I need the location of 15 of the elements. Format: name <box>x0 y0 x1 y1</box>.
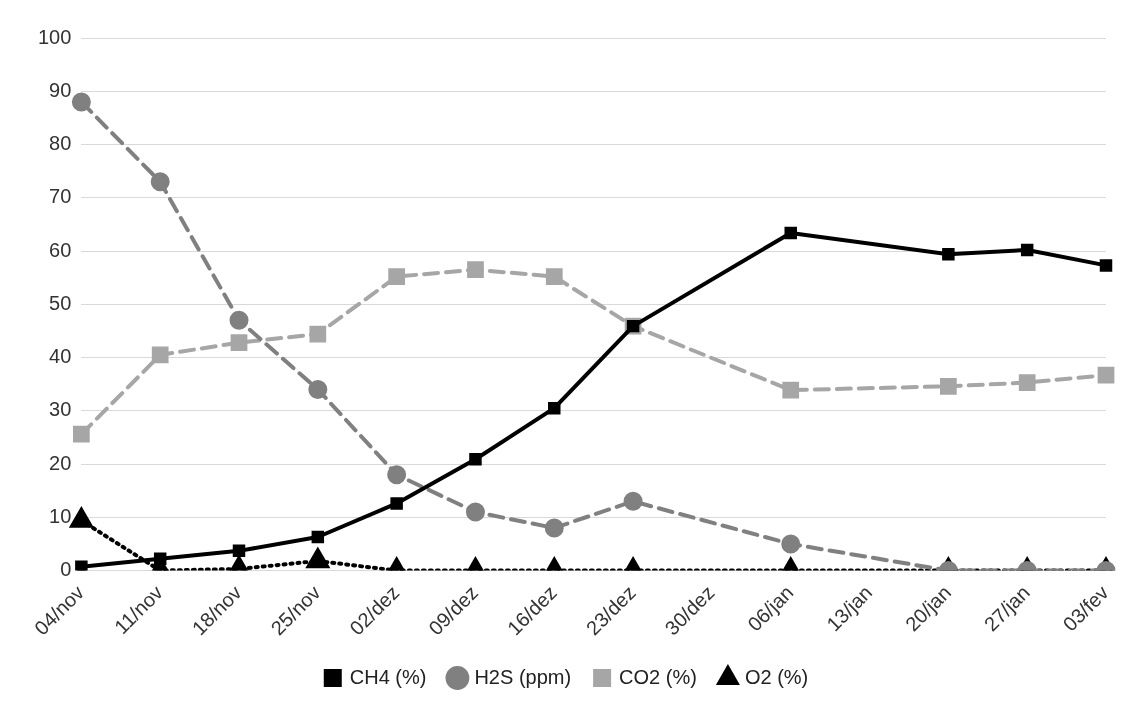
y-tick-label: 100 <box>37 25 72 48</box>
y-tick-label: 90 <box>49 78 72 101</box>
legend-label: H2S (ppm) <box>474 665 572 688</box>
y-tick-label: 30 <box>49 398 72 421</box>
y-tick-label: 50 <box>49 291 72 314</box>
y-tick-label: 70 <box>49 185 72 208</box>
legend-label: O2 (%) <box>744 665 809 688</box>
y-tick-label: 20 <box>49 451 72 474</box>
y-tick-label: 10 <box>49 504 72 527</box>
y-tick-label: 80 <box>49 132 72 155</box>
y-tick-label: 0 <box>60 558 72 581</box>
y-tick-label: 60 <box>49 238 72 261</box>
legend-label: CH4 (%) <box>349 665 427 688</box>
legend-label: CO2 (%) <box>619 665 697 688</box>
y-tick-label: 40 <box>49 345 72 368</box>
